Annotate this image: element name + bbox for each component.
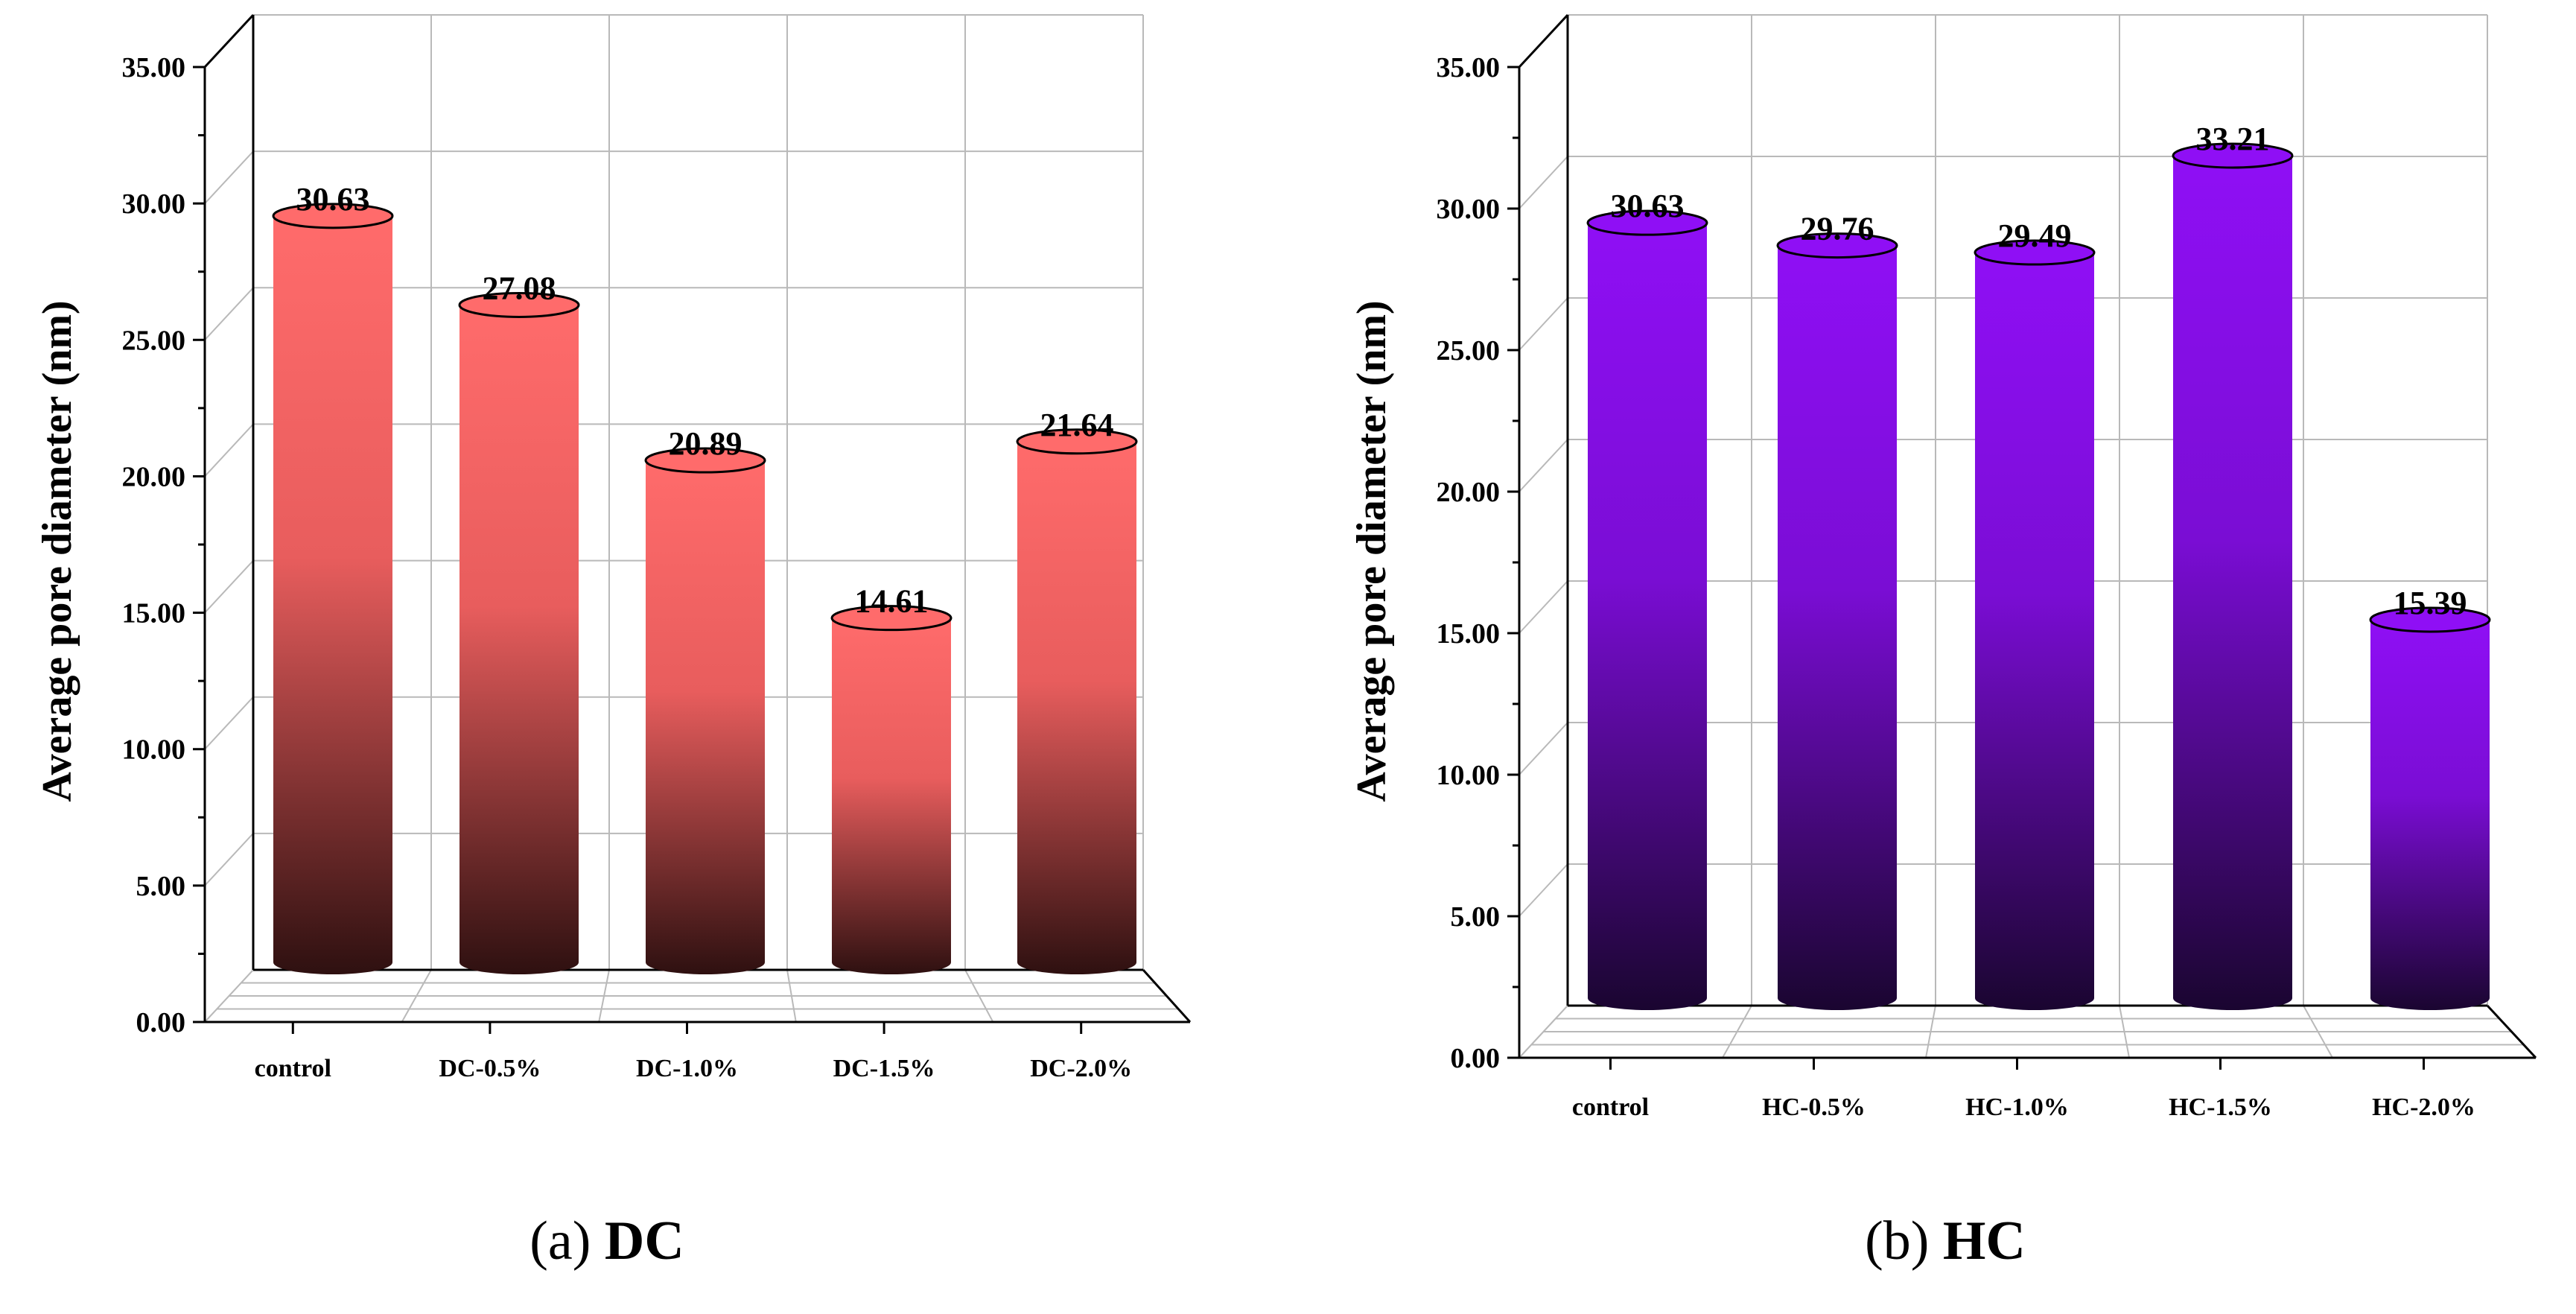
grid-side-line: [204, 696, 254, 750]
y-tick-label: 5.00: [1451, 901, 1501, 933]
y-axis-title-hc: Average pore diameter (nm): [1349, 300, 1395, 802]
bar-top-cap: [1776, 232, 1898, 259]
caption-name-dc: DC: [605, 1210, 684, 1272]
grid-side-line: [204, 287, 254, 340]
chart-panel-dc: 0.00 5.00 10.00 15.00 20.00 25.00 30.00 35.00 co…: [34, 13, 1192, 1272]
x-tick-label: HC-0.5%: [1762, 1094, 1866, 1121]
bar-body: [273, 215, 392, 974]
bar-hc-2: 29.76: [1776, 211, 1898, 1011]
y-tick-label: 25.00: [1437, 335, 1501, 366]
y-tick-label: 10.00: [122, 734, 186, 766]
chart-panel-hc: 0.00 5.00 10.00 15.00 20.00 25.00 30.00 35.00 co…: [1349, 13, 2537, 1272]
bars-hc: 30.63 29.76 29.49 33.21 15.39: [1586, 121, 2491, 1011]
top-side-edge: [203, 13, 255, 69]
grid-dc: [204, 14, 1191, 1023]
y-tick-label: 10.00: [1437, 760, 1501, 791]
bar-top-cap: [1016, 428, 1138, 455]
value-label: 29.76: [1801, 211, 1874, 247]
grid-side-line: [1518, 722, 1568, 775]
grid-side-line: [204, 150, 254, 204]
floor-right-edge: [1142, 968, 1192, 1023]
grid-side-line: [204, 833, 254, 886]
grid-side-line: [1518, 439, 1568, 492]
bar-hc-5: 15.39: [2369, 585, 2491, 1010]
y-tick-label: 25.00: [122, 325, 186, 356]
caption-letter-hc: b: [1883, 1210, 1911, 1272]
y-tick-label: 20.00: [1437, 477, 1501, 508]
bar-top-cap: [1586, 209, 1708, 236]
value-label: 33.21: [2196, 121, 2270, 157]
caption-name-hc: HC: [1943, 1210, 2026, 1272]
caption-dc: (a) DC: [529, 1210, 684, 1272]
x-tick-label: DC-0.5%: [439, 1055, 541, 1082]
axes-dc: 0.00 5.00 10.00 15.00 20.00 25.00 30.00 35.00 co…: [122, 13, 1192, 1082]
bar-dc-4: 14.61: [830, 583, 953, 974]
bar-body: [646, 460, 765, 974]
value-label: 15.39: [2394, 585, 2467, 621]
bar-body: [1017, 441, 1136, 974]
value-label: 30.63: [296, 181, 370, 218]
value-label: 27.08: [483, 270, 556, 306]
axes-hc: 0.00 5.00 10.00 15.00 20.00 25.00 30.00 35.00 co…: [1437, 13, 2537, 1121]
value-label: 21.64: [1040, 407, 1114, 443]
bar-dc-3: 20.89: [644, 425, 766, 974]
bar-hc-1: 30.63: [1586, 188, 1708, 1011]
y-tick-label: 15.00: [1437, 618, 1501, 650]
value-label: 20.89: [669, 425, 742, 462]
x-tick-label: control: [255, 1055, 331, 1082]
bar-body: [1975, 253, 2094, 1010]
bar-top-cap: [830, 605, 953, 632]
x-tick-label: DC-2.0%: [1030, 1055, 1132, 1082]
bar-hc-3: 29.49: [1974, 218, 2096, 1010]
grid-side-line: [1518, 297, 1568, 351]
bar-top-cap: [458, 291, 580, 318]
x-tick-label: DC-1.5%: [833, 1055, 935, 1082]
grid-side-line: [1518, 580, 1568, 634]
x-tick-label: DC-1.0%: [636, 1055, 738, 1082]
y-tick-label: 0.00: [1451, 1043, 1501, 1074]
bar-top-cap: [644, 447, 766, 474]
caption-hc: (b) HC: [1865, 1210, 2026, 1272]
bar-top-cap: [272, 203, 394, 229]
x-tick-label: control: [1572, 1094, 1649, 1121]
bar-body: [2173, 155, 2292, 1010]
grid-side-line: [204, 559, 254, 614]
value-label: 14.61: [855, 583, 929, 620]
bar-hc-4: 33.21: [2172, 121, 2294, 1010]
y-axis-title-dc: Average pore diameter (nm): [34, 300, 80, 802]
bar-body: [2370, 619, 2490, 1010]
bar-dc-2: 27.08: [458, 270, 580, 974]
caption-letter-dc: a: [548, 1210, 573, 1272]
y-tick-label: 5.00: [136, 871, 186, 902]
y-tick-label: 15.00: [122, 598, 186, 629]
bars-dc: 30.63 27.08 20.89 14.61 21.64: [272, 181, 1138, 974]
y-tick-label: 35.00: [1437, 52, 1501, 83]
bar-body: [459, 305, 579, 974]
value-label: 29.49: [1998, 218, 2072, 254]
bar-dc-1: 30.63: [272, 181, 394, 974]
y-tick-label: 0.00: [136, 1007, 186, 1038]
value-label: 30.63: [1611, 188, 1685, 224]
bar-body: [1778, 245, 1897, 1011]
y-tick-label: 20.00: [122, 461, 186, 492]
grid-side-line: [1518, 863, 1568, 917]
bar-dc-5: 21.64: [1016, 407, 1138, 974]
bar-body: [832, 618, 951, 974]
bar-top-cap: [2369, 606, 2491, 633]
grid-side-line: [1518, 156, 1568, 209]
x-tick-label: HC-1.0%: [1965, 1094, 2069, 1121]
x-tick-label: HC-2.0%: [2372, 1094, 2475, 1121]
bar-body: [1588, 223, 1707, 1011]
x-tick-label: HC-1.5%: [2169, 1094, 2272, 1121]
floor-right-edge: [2486, 1004, 2537, 1059]
bar-top-cap: [2172, 142, 2294, 169]
grid-side-line: [204, 423, 254, 477]
bar-top-cap: [1974, 239, 2096, 266]
y-tick-label: 30.00: [122, 188, 186, 220]
y-tick-label: 30.00: [1437, 194, 1501, 225]
top-side-edge: [1518, 13, 1569, 69]
y-tick-label: 35.00: [122, 52, 186, 83]
